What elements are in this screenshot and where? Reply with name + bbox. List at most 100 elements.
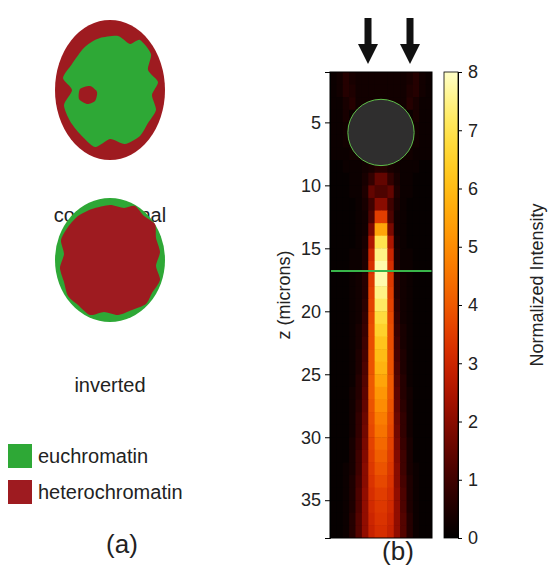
heat-cell <box>381 211 388 224</box>
heat-cell <box>419 362 426 375</box>
heat-cell <box>426 437 432 450</box>
tick-label: 10 <box>301 176 321 196</box>
heat-cell <box>381 236 388 249</box>
heat-cell <box>343 349 350 362</box>
heterochromatin-region <box>60 205 160 315</box>
heat-cell <box>336 525 343 538</box>
heat-cell <box>413 160 420 173</box>
heat-cell <box>362 525 369 538</box>
heat-cell <box>413 437 420 450</box>
heat-cell <box>419 211 426 224</box>
heat-cell <box>375 412 382 425</box>
heat-cell <box>419 311 426 324</box>
heat-cell <box>400 462 407 475</box>
figure: conventionalinvertedeuchromatinheterochr… <box>0 0 558 565</box>
heat-cell <box>336 97 343 110</box>
heat-cell <box>413 97 420 110</box>
heat-cell <box>407 185 414 198</box>
heat-cell <box>426 450 432 463</box>
heat-cell <box>343 223 350 236</box>
heat-cell <box>343 437 350 450</box>
tick-mark <box>325 122 330 123</box>
heat-cell <box>407 336 414 349</box>
heat-cell <box>343 525 350 538</box>
heat-cell <box>375 185 382 198</box>
heat-cell <box>356 299 363 312</box>
heat-cell <box>387 324 394 337</box>
heat-cell <box>368 324 375 337</box>
heat-cell <box>400 374 407 387</box>
heat-cell <box>336 122 343 135</box>
heat-cell <box>394 173 401 186</box>
heat-cell <box>343 286 350 299</box>
heat-cell <box>362 248 369 261</box>
heat-cell <box>394 223 401 236</box>
heat-cell <box>426 374 432 387</box>
tick: 10 <box>301 176 330 196</box>
heat-cell <box>426 248 432 261</box>
heat-cell <box>419 72 426 85</box>
heat-cell <box>336 500 343 513</box>
heat-cell <box>413 286 420 299</box>
heat-cell <box>407 412 414 425</box>
heat-cell <box>330 513 337 526</box>
tick-label: 7 <box>468 121 478 141</box>
heat-cell <box>356 72 363 85</box>
heat-cell <box>413 475 420 488</box>
heat-cell <box>349 223 356 236</box>
heat-cell <box>394 475 401 488</box>
heat-cell <box>330 97 337 110</box>
tick-mark <box>325 311 330 312</box>
heat-cell <box>394 324 401 337</box>
tick: 7 <box>458 121 478 141</box>
heat-cell <box>407 211 414 224</box>
heat-cell <box>336 286 343 299</box>
arrow <box>358 18 378 64</box>
heat-cell <box>362 211 369 224</box>
heat-cell <box>368 311 375 324</box>
heat-cell <box>419 437 426 450</box>
arrow <box>400 18 420 64</box>
heat-cell <box>368 211 375 224</box>
heat-cell <box>381 85 388 98</box>
heat-cell <box>413 311 420 324</box>
heat-cell <box>375 450 382 463</box>
heat-cell <box>330 324 337 337</box>
tick: 15 <box>301 239 330 259</box>
heat-cell <box>381 274 388 287</box>
heat-cell <box>336 362 343 375</box>
heat-cell <box>343 85 350 98</box>
heat-cell <box>368 72 375 85</box>
heat-cell <box>407 450 414 463</box>
heat-cell <box>375 462 382 475</box>
heat-cell <box>336 248 343 261</box>
heat-cell <box>356 261 363 274</box>
heat-cell <box>394 198 401 211</box>
heat-cell <box>394 513 401 526</box>
heat-cell <box>375 274 382 287</box>
heat-cell <box>400 160 407 173</box>
heat-cell <box>426 462 432 475</box>
heat-cell <box>368 349 375 362</box>
heat-cell <box>387 198 394 211</box>
heat-cell <box>343 299 350 312</box>
heat-cell <box>381 387 388 400</box>
tick-label: 3 <box>468 354 478 374</box>
heat-cell <box>368 236 375 249</box>
heat-cell <box>413 362 420 375</box>
heat-cell <box>343 311 350 324</box>
heat-cell <box>362 261 369 274</box>
heat-cell <box>343 488 350 501</box>
heat-cell <box>394 349 401 362</box>
tick-label: 8 <box>468 62 478 82</box>
heat-cell <box>419 236 426 249</box>
heat-cell <box>381 299 388 312</box>
heat-cell <box>336 488 343 501</box>
heat-cell <box>387 236 394 249</box>
panel-a: conventionalinvertedeuchromatinheterochr… <box>8 20 183 559</box>
heat-cell <box>413 387 420 400</box>
heat-cell <box>394 374 401 387</box>
heat-cell <box>419 97 426 110</box>
heat-cell <box>381 72 388 85</box>
heat-cell <box>426 286 432 299</box>
